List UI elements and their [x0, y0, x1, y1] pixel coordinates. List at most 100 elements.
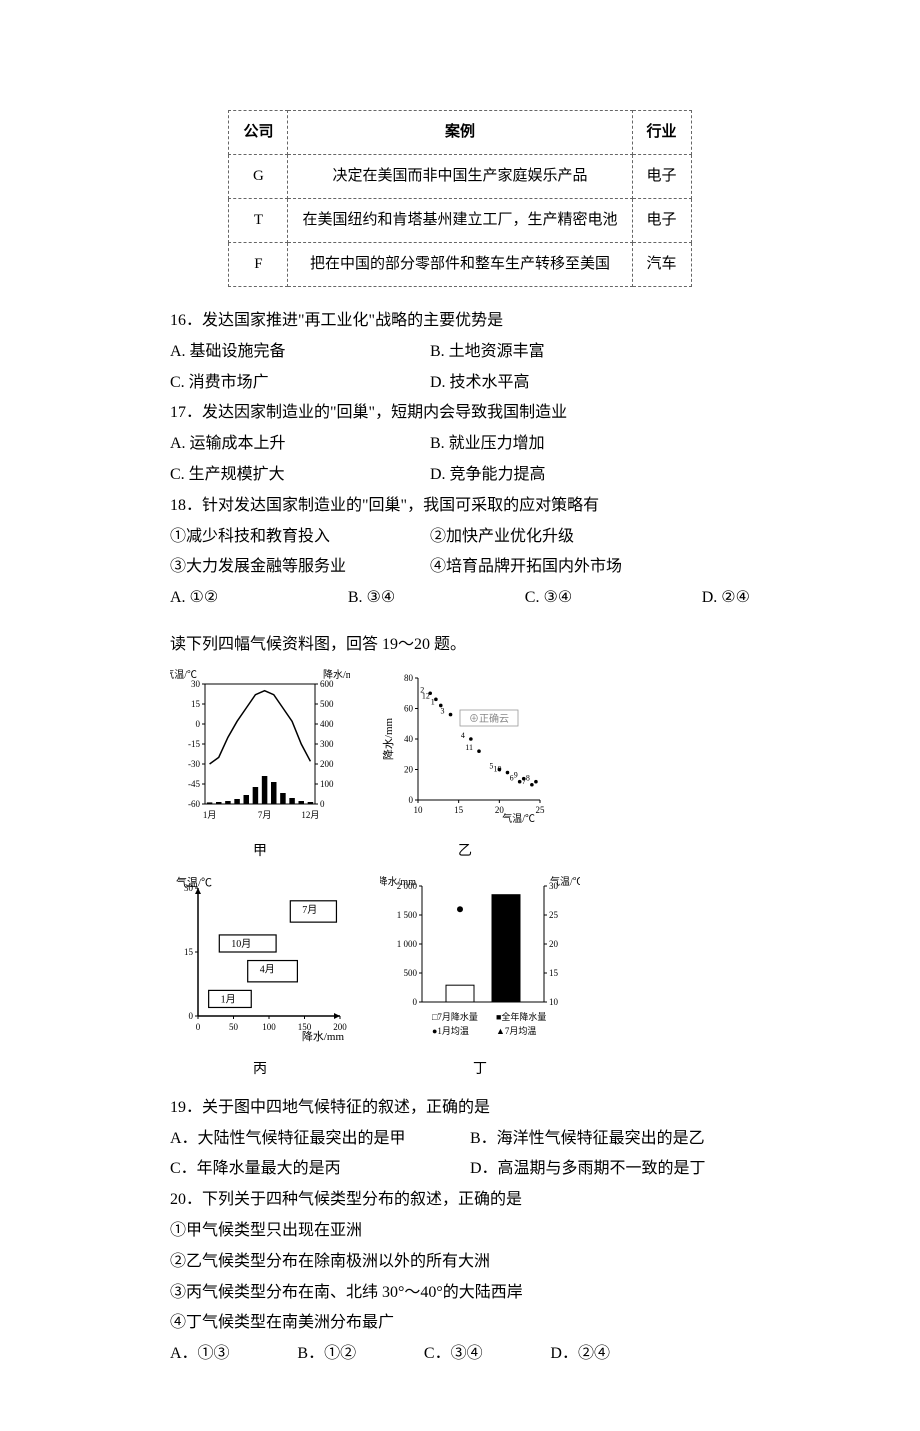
svg-text:0: 0	[413, 997, 418, 1007]
q20-opt-b: B．①②	[297, 1340, 356, 1369]
q19-opt-a: A．大陆性气候特征最突出的是甲	[170, 1125, 470, 1154]
q19-opt-b: B．海洋性气候特征最突出的是乙	[470, 1125, 705, 1154]
q16-stem: 16．发达国家推进"再工业化"战略的主要优势是	[170, 307, 750, 336]
svg-text:60: 60	[404, 703, 414, 713]
svg-text:20: 20	[495, 805, 505, 815]
q18-opt-b: B. ③④	[348, 584, 395, 613]
svg-text:10月: 10月	[231, 938, 251, 950]
svg-text:0: 0	[196, 719, 201, 729]
q17-opt-a: A. 运输成本上升	[170, 430, 430, 459]
svg-text:降水/mm: 降水/mm	[381, 717, 395, 760]
svg-text:7月: 7月	[302, 904, 317, 916]
svg-text:100: 100	[320, 779, 334, 789]
case-table: 公司 案例 行业 G 决定在美国而非中国生产家庭娱乐产品 电子 T 在美国纽约和…	[228, 110, 691, 287]
svg-text:3: 3	[441, 706, 445, 715]
q16-opt-c: C. 消费市场广	[170, 369, 430, 398]
q19-opt-c: C．年降水量最大的是丙	[170, 1155, 470, 1184]
svg-text:80: 80	[404, 673, 414, 683]
q17-opt-c: C. 生产规模扩大	[170, 461, 430, 490]
svg-text:0: 0	[189, 1011, 194, 1021]
q20-s4: ④丁气候类型在南美洲分布最广	[170, 1309, 750, 1338]
svg-text:-15: -15	[188, 739, 200, 749]
q18-opt-d: D. ②④	[702, 584, 750, 613]
svg-text:气温/℃: 气温/℃	[502, 812, 535, 825]
svg-text:-60: -60	[188, 799, 200, 809]
svg-text:●1月均温: ●1月均温	[432, 1025, 469, 1036]
svg-text:▲7月均温: ▲7月均温	[496, 1025, 536, 1036]
q20-s2: ②乙气候类型分布在除南极洲以外的所有大洲	[170, 1248, 750, 1277]
chart-bing: 气温/℃降水/mm050100150200015301月4月10月7月 丙	[170, 874, 350, 1082]
chart-yi: 降水/mm气温/℃10152025020406080⊕正确云2121341151…	[380, 666, 550, 864]
q18-s1: ①减少科技和教育投入	[170, 523, 430, 552]
caption-ding: 丁	[380, 1057, 580, 1082]
svg-text:10: 10	[414, 805, 424, 815]
cell: T	[229, 199, 288, 243]
svg-text:1月: 1月	[203, 810, 217, 820]
table-row: F 把在中国的部分零部件和整车生产转移至美国 汽车	[229, 243, 691, 287]
svg-text:⊕正确云: ⊕正确云	[469, 712, 509, 725]
q16-opt-a: A. 基础设施完备	[170, 338, 430, 367]
svg-text:500: 500	[320, 699, 334, 709]
svg-text:4月: 4月	[260, 963, 275, 975]
cell: 电子	[632, 155, 691, 199]
svg-text:200: 200	[320, 759, 334, 769]
q17-opt-b: B. 就业压力增加	[430, 430, 545, 459]
cell: F	[229, 243, 288, 287]
svg-text:7月: 7月	[258, 810, 272, 820]
svg-text:15: 15	[184, 947, 194, 957]
svg-text:0: 0	[196, 1022, 201, 1032]
svg-text:30: 30	[191, 679, 201, 689]
svg-text:12月: 12月	[301, 810, 319, 820]
q18-s3: ③大力发展金融等服务业	[170, 553, 430, 582]
svg-text:10: 10	[549, 997, 559, 1007]
q20-opt-a: A．①③	[170, 1340, 230, 1369]
cell: 在美国纽约和肯塔基州建立工厂，生产精密电池	[288, 199, 632, 243]
q16-opt-d: D. 技术水平高	[430, 369, 530, 398]
svg-text:9: 9	[514, 770, 518, 779]
svg-text:4: 4	[461, 731, 465, 740]
svg-text:0: 0	[409, 795, 414, 805]
climate-charts: 气温/℃降水/mm-60-45-30-150153001002003004005…	[170, 666, 750, 1082]
svg-text:20: 20	[549, 939, 559, 949]
svg-text:气温/℃: 气温/℃	[176, 875, 212, 889]
svg-text:15: 15	[549, 968, 559, 978]
q18-stem: 18．针对发达国家制造业的"回巢"，我国可采取的应对策略有	[170, 492, 750, 521]
svg-text:40: 40	[404, 734, 414, 744]
th-case: 案例	[288, 111, 632, 155]
svg-text:30: 30	[549, 881, 559, 891]
cell: 把在中国的部分零部件和整车生产转移至美国	[288, 243, 632, 287]
q20-opt-c: C．③④	[424, 1340, 483, 1369]
svg-text:30: 30	[184, 883, 194, 893]
svg-text:20: 20	[404, 764, 414, 774]
q18-s4: ④培育品牌开拓国内外市场	[430, 553, 622, 582]
svg-text:-30: -30	[188, 759, 200, 769]
table-row: T 在美国纽约和肯塔基州建立工厂，生产精密电池 电子	[229, 199, 691, 243]
svg-text:0: 0	[320, 799, 325, 809]
svg-text:50: 50	[229, 1022, 239, 1032]
q20-opt-d: D．②④	[550, 1340, 610, 1369]
q20-s3: ③丙气候类型分布在南、北纬 30°～40°的大陆西岸	[170, 1279, 750, 1308]
svg-text:600: 600	[320, 679, 334, 689]
svg-text:-45: -45	[188, 779, 200, 789]
q19-stem: 19．关于图中四地气候特征的叙述，正确的是	[170, 1094, 750, 1123]
q17-stem: 17．发达因家制造业的"回巢"，短期内会导致我国制造业	[170, 399, 750, 428]
table-row: G 决定在美国而非中国生产家庭娱乐产品 电子	[229, 155, 691, 199]
svg-text:□7月降水量: □7月降水量	[432, 1011, 478, 1022]
chart-ding: 降水/mm气温/℃05001 0001 5002 0001015202530□7…	[380, 874, 580, 1082]
svg-text:25: 25	[549, 910, 559, 920]
svg-text:300: 300	[320, 739, 334, 749]
svg-text:1 500: 1 500	[397, 910, 418, 920]
cell: G	[229, 155, 288, 199]
svg-text:1月: 1月	[221, 993, 236, 1005]
svg-text:200: 200	[333, 1022, 347, 1032]
svg-text:500: 500	[404, 968, 418, 978]
q18-opt-c: C. ③④	[525, 584, 572, 613]
caption-bing: 丙	[170, 1057, 350, 1082]
q20-stem: 20．下列关于四种气候类型分布的叙述，正确的是	[170, 1186, 750, 1215]
caption-yi: 乙	[380, 839, 550, 864]
svg-text:400: 400	[320, 719, 334, 729]
svg-text:150: 150	[298, 1022, 312, 1032]
svg-text:11: 11	[465, 743, 473, 752]
svg-text:100: 100	[262, 1022, 276, 1032]
cell: 汽车	[632, 243, 691, 287]
